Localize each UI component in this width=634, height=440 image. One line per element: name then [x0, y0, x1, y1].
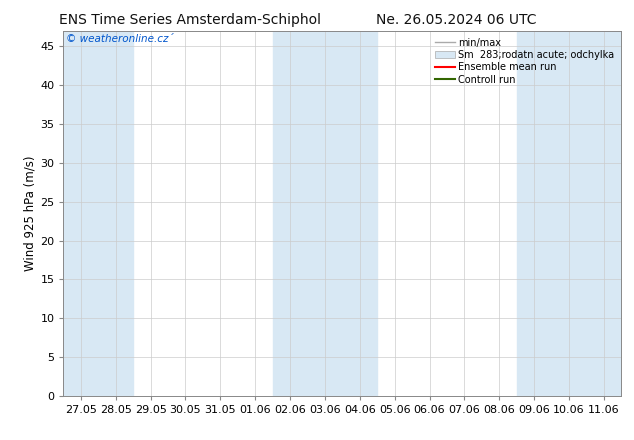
Legend: min/max, Sm  283;rodatn acute; odchylka, Ensemble mean run, Controll run: min/max, Sm 283;rodatn acute; odchylka, …	[433, 36, 616, 87]
Text: Ne. 26.05.2024 06 UTC: Ne. 26.05.2024 06 UTC	[376, 13, 537, 27]
Bar	[63, 31, 133, 396]
Bar	[517, 31, 621, 396]
Text: ENS Time Series Amsterdam-Schiphol: ENS Time Series Amsterdam-Schiphol	[59, 13, 321, 27]
Bar	[273, 31, 377, 396]
Text: © weatheronline.cz´: © weatheronline.cz´	[66, 34, 174, 44]
Y-axis label: Wind 925 hPa (m/s): Wind 925 hPa (m/s)	[23, 156, 36, 271]
